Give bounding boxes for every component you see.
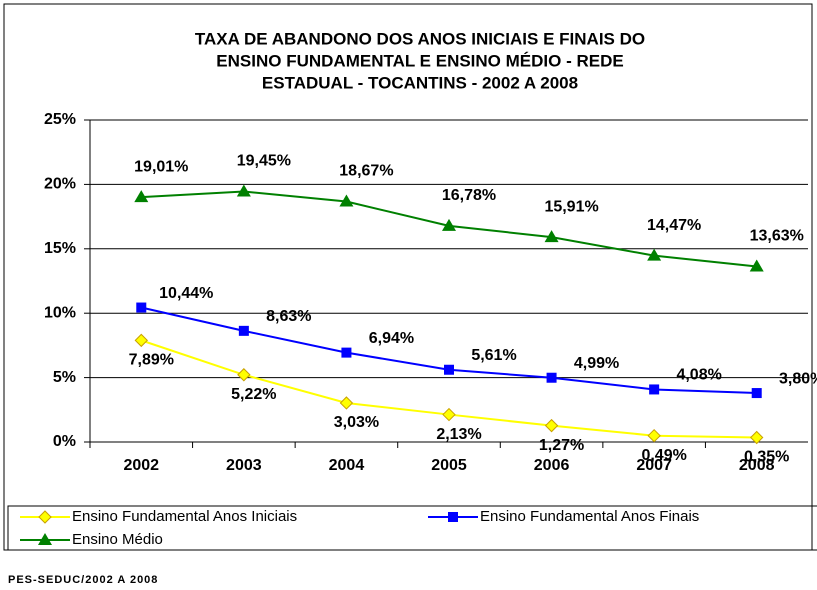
data-label: 0,35%: [744, 449, 789, 466]
data-label: 19,45%: [237, 153, 291, 170]
y-tick-label: 15%: [44, 240, 76, 257]
x-tick-label: 2002: [123, 457, 159, 474]
marker: [544, 418, 559, 433]
data-label: 19,01%: [134, 158, 188, 175]
data-label: 13,63%: [750, 228, 804, 245]
data-label: 5,22%: [231, 386, 276, 403]
marker: [442, 407, 456, 422]
data-label: 18,67%: [339, 163, 393, 180]
chart-title: ENSINO FUNDAMENTAL E ENSINO MÉDIO - REDE: [216, 51, 623, 70]
data-label: 3,03%: [334, 414, 379, 431]
marker: [649, 384, 660, 395]
marker: [339, 396, 354, 410]
data-label: 15,91%: [544, 198, 598, 215]
marker: [749, 259, 764, 272]
legend-label: Ensino Fundamental Anos Iniciais: [72, 508, 297, 525]
y-tick-label: 20%: [44, 176, 76, 193]
chart-title: ESTADUAL - TOCANTINS - 2002 A 2008: [262, 73, 578, 92]
marker: [38, 533, 52, 545]
marker: [238, 325, 249, 336]
data-label: 3,80%: [779, 370, 817, 387]
y-tick-label: 25%: [44, 111, 76, 128]
data-label: 7,89%: [129, 352, 174, 369]
data-label: 0,49%: [641, 447, 686, 464]
data-label: 2,13%: [436, 426, 481, 443]
legend-label: Ensino Fundamental Anos Finais: [480, 508, 699, 525]
y-tick-label: 5%: [53, 369, 76, 386]
marker: [444, 364, 454, 375]
chart-title: TAXA DE ABANDONO DOS ANOS INICIAIS E FIN…: [195, 29, 645, 48]
series-line: [141, 306, 757, 395]
data-label: 4,99%: [574, 355, 619, 372]
marker: [236, 184, 251, 197]
marker: [237, 368, 251, 382]
marker: [544, 230, 559, 243]
marker: [339, 194, 354, 207]
data-label: 4,08%: [676, 367, 721, 384]
marker: [647, 248, 662, 261]
x-tick-label: 2004: [329, 457, 365, 474]
marker: [341, 347, 352, 358]
x-tick-label: 2006: [534, 457, 570, 474]
data-label: 10,44%: [159, 285, 213, 302]
y-tick-label: 10%: [44, 304, 76, 321]
legend-label: Ensino Médio: [72, 531, 163, 548]
marker: [38, 510, 52, 524]
source-note: PES-SEDUC/2002 A 2008: [8, 574, 158, 586]
marker: [134, 190, 149, 203]
marker: [442, 218, 456, 231]
x-tick-label: 2005: [431, 457, 467, 474]
data-label: 1,27%: [539, 437, 584, 454]
data-label: 8,63%: [266, 308, 311, 325]
marker: [647, 428, 661, 443]
marker: [751, 388, 762, 399]
y-tick-label: 0%: [53, 433, 76, 450]
x-tick-label: 2007: [636, 457, 672, 474]
marker: [546, 372, 557, 383]
marker: [134, 333, 148, 348]
marker: [448, 512, 458, 522]
data-label: 5,61%: [471, 347, 516, 364]
data-label: 14,47%: [647, 217, 701, 234]
x-tick-label: 2003: [226, 457, 262, 474]
x-tick-label: 2008: [739, 457, 775, 474]
marker: [136, 302, 147, 313]
legend-box: [7, 505, 817, 551]
marker: [750, 430, 764, 445]
data-label: 6,94%: [369, 330, 414, 347]
data-label: 16,78%: [442, 187, 496, 204]
